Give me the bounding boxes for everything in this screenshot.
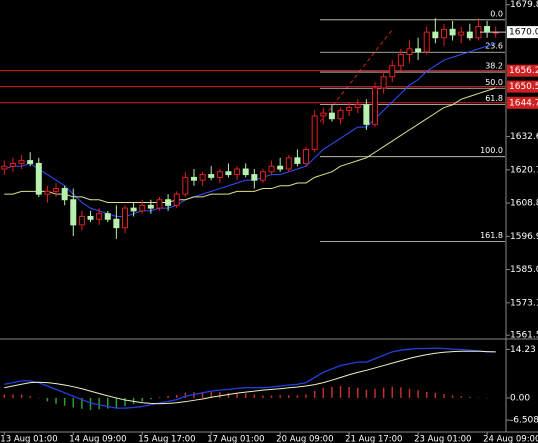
level-label: 1650.5 [509, 82, 538, 92]
candle-body [294, 157, 301, 164]
candle-body [234, 168, 241, 176]
macd-y-tick-label: 14.23 [510, 345, 536, 355]
candle-body [96, 213, 103, 220]
candle-body [225, 171, 232, 176]
x-tick-label: 13 Aug 01:00 [0, 435, 57, 443]
candle-body [35, 162, 42, 195]
candle-body [44, 190, 51, 195]
candle-body [484, 26, 491, 33]
y-tick-label: 1573.1 [510, 298, 538, 308]
candle-body [320, 112, 327, 117]
candle-body [311, 115, 318, 150]
candle-body [208, 174, 215, 178]
candle-body [346, 107, 353, 111]
candle-body [285, 157, 292, 170]
candle-body [242, 168, 249, 176]
level-label-bg [507, 80, 538, 93]
current-price-label: 1670.0 [509, 28, 538, 38]
candle-body [70, 199, 77, 226]
macd-signal [4, 350, 496, 405]
candle-body [27, 160, 34, 164]
candle-body [432, 31, 439, 39]
candle-body [415, 48, 422, 53]
candle-body [53, 188, 60, 192]
candle-body [259, 171, 266, 181]
level-label-bg [507, 96, 538, 109]
candle-body [156, 199, 163, 209]
x-tick-label: 15 Aug 17:00 [138, 435, 195, 443]
fib-label: 161.8 [480, 231, 503, 240]
fib-label: 100.0 [480, 146, 503, 155]
candle-body [9, 162, 16, 167]
fib-label: 50.0 [485, 78, 503, 87]
fib-label: 38.2 [485, 62, 503, 71]
candle-body [78, 215, 85, 226]
candle-body [104, 213, 111, 220]
fib-label: 23.6 [485, 42, 503, 51]
candle-body [251, 174, 258, 181]
candle-body [182, 176, 189, 195]
candle-body [113, 218, 120, 229]
candle-body [440, 28, 447, 39]
candle-body [303, 148, 310, 164]
level-label-bg [507, 64, 538, 77]
x-tick-label: 14 Aug 09:00 [69, 435, 126, 443]
candle-body [466, 31, 473, 39]
candle-body [147, 204, 154, 209]
candle-body [199, 174, 206, 181]
x-tick-label: 20 Aug 09:00 [276, 435, 333, 443]
y-tick-label: 1585.0 [510, 265, 538, 275]
trend-line [319, 29, 393, 123]
x-tick-label: 23 Aug 01:00 [414, 435, 471, 443]
candle-body [130, 207, 137, 212]
candle-body [122, 207, 128, 229]
moving-average [4, 42, 496, 217]
x-tick-label: 21 Aug 17:00 [345, 435, 402, 443]
macd-y-tick-label: -6.508 [510, 416, 538, 426]
current-price-bg [507, 26, 538, 39]
y-tick-label: 1561.5 [510, 331, 538, 341]
x-tick-label: 24 Aug 09:00 [483, 435, 538, 443]
y-tick-label: 1608.8 [510, 199, 538, 209]
macd-y-tick-label: 0.00 [510, 393, 530, 403]
candle-body [268, 165, 275, 173]
level-label: 1644.7 [509, 98, 538, 108]
candle-body [337, 109, 344, 120]
candle-body [449, 28, 456, 36]
y-tick-label: 1679.8 [510, 0, 538, 10]
y-tick-label: 1632.6 [510, 132, 538, 142]
y-tick-label: 1620.7 [510, 165, 538, 175]
candle-body [18, 160, 25, 164]
candle-body [372, 87, 378, 125]
candle-body [87, 215, 94, 220]
candle-body [380, 76, 387, 89]
candle-body [328, 112, 335, 120]
x-tick-label: 17 Aug 01:00 [207, 435, 264, 443]
candle-body [277, 165, 284, 170]
candle-body [190, 176, 197, 181]
moving-average [4, 87, 496, 204]
candle-body [61, 188, 68, 201]
candle-body [389, 65, 396, 78]
fib-label: 61.8 [485, 94, 503, 103]
level-label: 1656.2 [509, 66, 538, 76]
candle-body [173, 193, 180, 206]
candle-body [216, 171, 223, 178]
candle-body [1, 165, 8, 170]
macd-line [4, 347, 496, 409]
candle-body [406, 48, 413, 55]
candle-body [354, 104, 361, 109]
candle-body [139, 204, 146, 212]
candle-body [363, 104, 370, 125]
fib-label: 0.0 [490, 9, 503, 18]
candle-body [423, 31, 430, 53]
candle-body [397, 53, 404, 67]
candle-body [458, 31, 465, 36]
y-tick-label: 1596.9 [510, 232, 538, 242]
candle-body [165, 199, 172, 206]
